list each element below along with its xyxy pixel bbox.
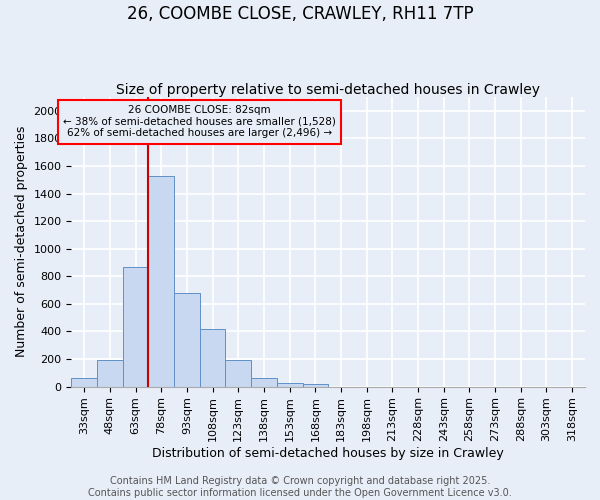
- Bar: [97, 360, 123, 386]
- Bar: [302, 384, 328, 386]
- Title: Size of property relative to semi-detached houses in Crawley: Size of property relative to semi-detach…: [116, 83, 540, 97]
- Bar: [251, 378, 277, 386]
- Text: 26 COOMBE CLOSE: 82sqm
← 38% of semi-detached houses are smaller (1,528)
62% of : 26 COOMBE CLOSE: 82sqm ← 38% of semi-det…: [64, 106, 336, 138]
- Bar: [123, 266, 148, 386]
- X-axis label: Distribution of semi-detached houses by size in Crawley: Distribution of semi-detached houses by …: [152, 447, 504, 460]
- Bar: [148, 176, 174, 386]
- Bar: [174, 293, 200, 386]
- Text: Contains HM Land Registry data © Crown copyright and database right 2025.
Contai: Contains HM Land Registry data © Crown c…: [88, 476, 512, 498]
- Text: 26, COOMBE CLOSE, CRAWLEY, RH11 7TP: 26, COOMBE CLOSE, CRAWLEY, RH11 7TP: [127, 5, 473, 23]
- Bar: [71, 378, 97, 386]
- Bar: [200, 328, 226, 386]
- Bar: [226, 360, 251, 386]
- Bar: [277, 382, 302, 386]
- Y-axis label: Number of semi-detached properties: Number of semi-detached properties: [15, 126, 28, 358]
